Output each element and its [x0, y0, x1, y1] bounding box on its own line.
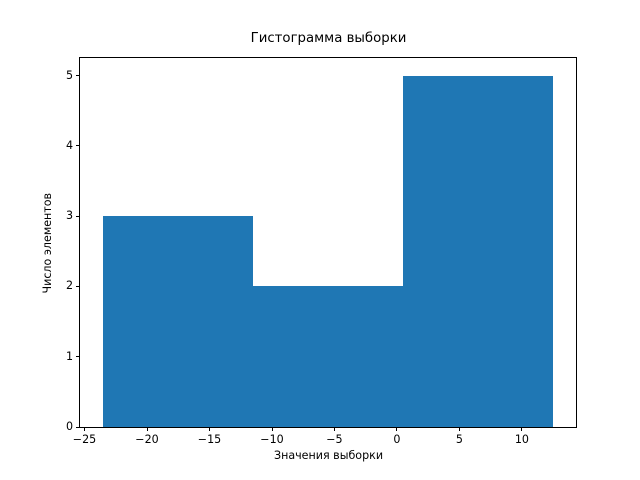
x-axis-label: Значения выборки: [273, 449, 384, 462]
x-tick-mark: [333, 427, 335, 431]
x-tick-label: −5: [326, 433, 343, 446]
bars-layer: [80, 58, 576, 427]
x-tick-label: 10: [514, 433, 529, 446]
x-tick-mark: [521, 427, 523, 431]
y-tick-mark: [76, 215, 80, 217]
x-tick-mark: [458, 427, 460, 431]
y-tick-label: 5: [65, 68, 73, 82]
x-tick-mark: [209, 427, 210, 431]
histogram-bar: [403, 75, 554, 427]
x-tick-mark: [146, 427, 148, 431]
x-tick-label: −25: [72, 433, 97, 446]
y-tick-label: 4: [65, 138, 73, 152]
histogram-bar: [102, 216, 253, 427]
y-tick-mark: [76, 75, 80, 77]
x-tick-mark: [396, 427, 398, 431]
x-tick-mark: [271, 427, 273, 431]
x-tick-mark: [84, 427, 85, 431]
y-tick-mark: [76, 426, 80, 428]
y-tick-label: 0: [65, 420, 73, 433]
y-tick-mark: [76, 285, 80, 287]
y-tick-label: 2: [65, 279, 73, 293]
x-tick-label: 5: [455, 433, 463, 446]
x-tick-label: −20: [135, 433, 159, 446]
y-tick-label: 3: [65, 209, 73, 223]
y-tick-label: 1: [65, 349, 73, 363]
x-tick-label: 0: [393, 433, 401, 446]
y-axis-label: Число элементов: [40, 192, 54, 294]
plot-area: [79, 57, 577, 428]
x-tick-label: −15: [197, 433, 222, 446]
histogram-bar: [252, 286, 404, 427]
x-tick-label: −10: [260, 433, 284, 446]
chart-title: Гистограмма выборки: [250, 31, 407, 46]
y-tick-mark: [76, 356, 80, 358]
y-tick-mark: [76, 145, 80, 147]
